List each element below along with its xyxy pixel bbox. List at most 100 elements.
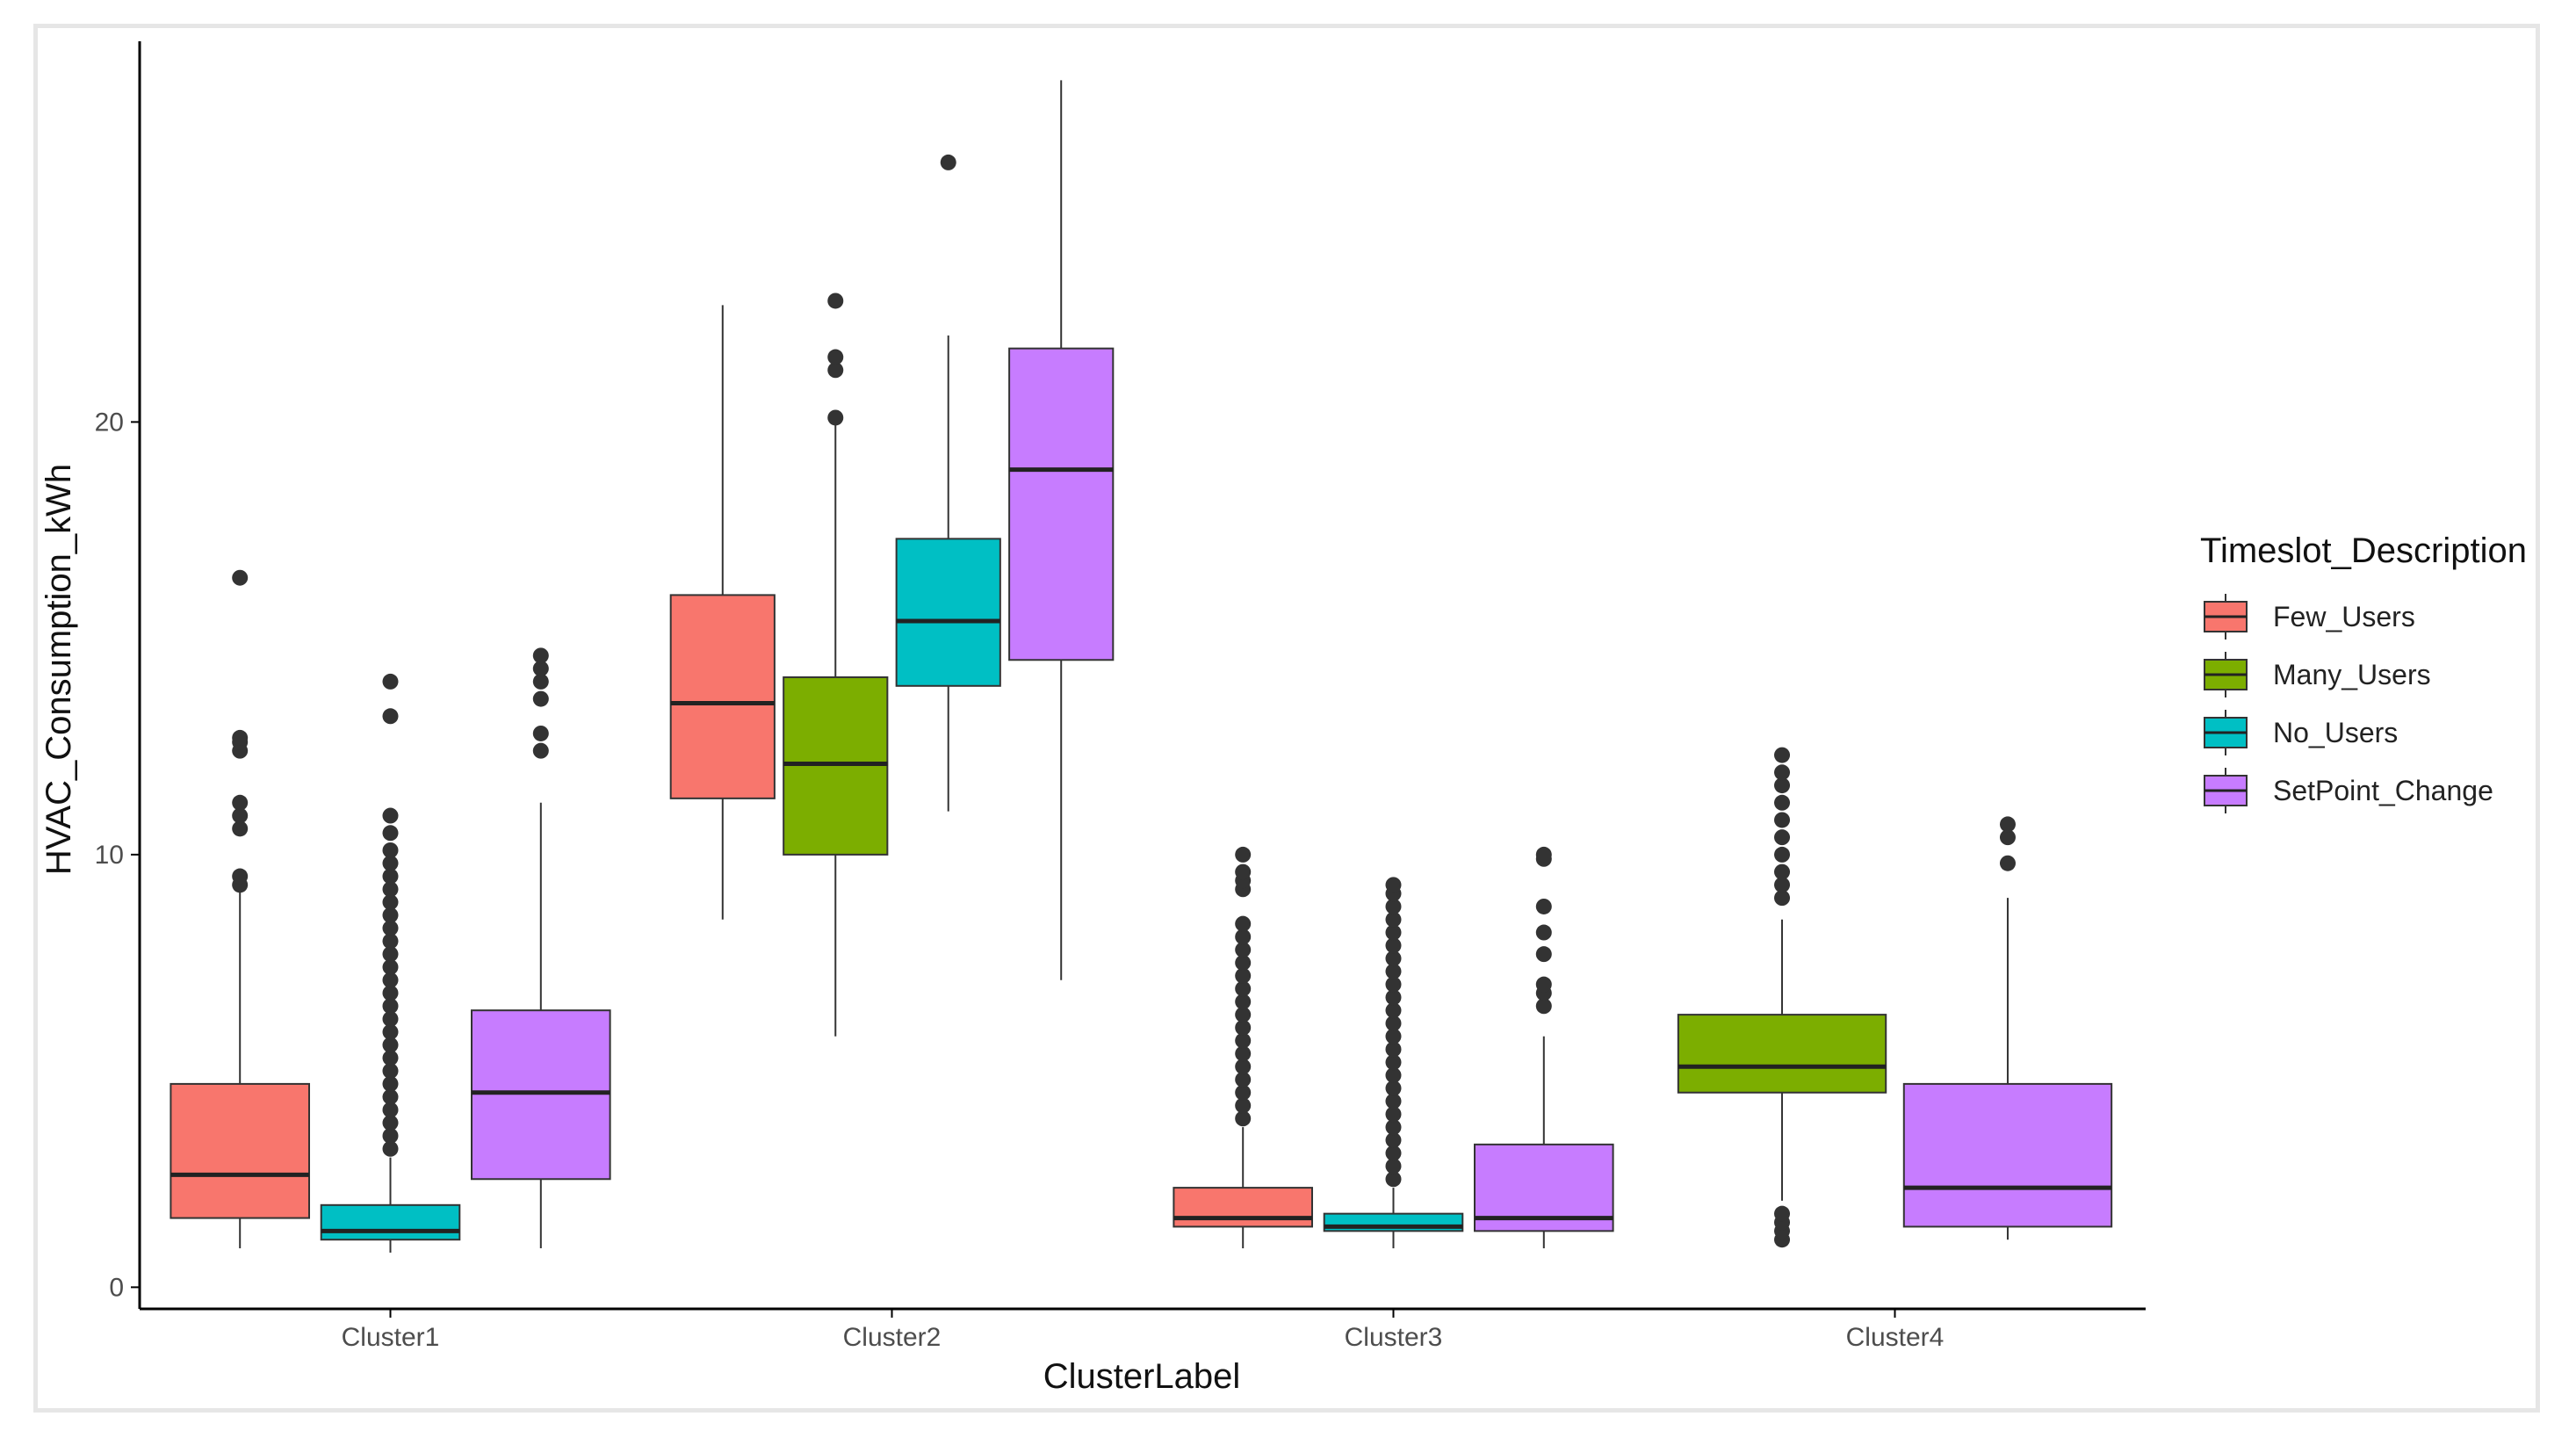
outlier-point [1385,1041,1402,1058]
legend-label: Few_Users [2273,601,2415,632]
outlier-point [1385,1171,1402,1188]
legend-label: No_Users [2273,717,2398,748]
outlier-point [1385,1131,1402,1148]
y-ticks: 0 10 20 [95,408,140,1302]
outlier-point [1235,1071,1252,1088]
outlier-point [382,1063,399,1080]
outlier-point [1385,1119,1402,1136]
outlier-point [232,868,249,885]
y-tick-label: 10 [95,841,124,870]
outlier-point [382,946,399,963]
outlier-point [1385,877,1402,893]
outlier-point [532,690,549,707]
outlier-point [382,907,399,923]
outlier-point [1774,864,1791,880]
legend-entry-few-users: Few_Users [2204,594,2415,640]
outlier-point [382,985,399,1001]
outlier-point [1235,1032,1252,1049]
outlier-point [1385,976,1402,993]
legend-entry-many-users: Many_Users [2204,652,2431,697]
outlier-point [532,673,549,690]
outlier-point [1385,1067,1402,1084]
box-body [320,1203,461,1241]
x-tick-label: Cluster4 [1846,1323,1945,1352]
outlier-point [1535,946,1552,963]
outlier-point [1774,1205,1791,1222]
box-body [1677,1014,1887,1094]
y-tick-label: 0 [109,1273,124,1302]
box-cluster3-setpoint-change [1474,846,1614,1249]
outlier-point [382,855,399,871]
outlier-point [1385,989,1402,1006]
outlier-point [1385,1145,1402,1161]
outlier-point [1235,1097,1252,1114]
outlier-point [1535,898,1552,914]
outlier-point [1235,864,1252,880]
outlier-point [382,881,399,898]
outlier-point [1235,846,1252,863]
outlier-point [1999,855,2016,871]
box-cluster3-no-users [1323,877,1464,1249]
outlier-point [1235,1045,1252,1062]
outlier-point [232,569,249,586]
outlier-point [1385,1080,1402,1096]
outlier-point [1385,1002,1402,1019]
outlier-point [1774,890,1791,907]
box-cluster3-few-users [1173,846,1313,1249]
box-cluster1-setpoint-change [471,647,611,1249]
outlier-point [1385,950,1402,967]
outlier-point [382,1011,399,1028]
outlier-point [382,842,399,858]
outlier-point [232,807,249,824]
axes-layer: 0 10 20 Cluster1 Cluster2 Cluster3 Cluster4 C… [40,41,2146,1396]
legend-label: Many_Users [2273,659,2431,690]
outlier-point [827,362,844,379]
box-cluster2-no-users [895,154,1001,812]
box-body [1173,1187,1313,1228]
legend-title: Timeslot_Description [2200,531,2527,570]
outlier-point [532,725,549,741]
outlier-point [382,807,399,824]
outlier-point [1235,929,1252,945]
x-axis-title: ClusterLabel [1043,1357,1241,1396]
outlier-point [1235,955,1252,972]
outlier-point [1385,937,1402,954]
outlier-point [1535,998,1552,1015]
outlier-point [232,794,249,811]
outlier-point [382,673,399,690]
y-axis-title: HVAC_Consumption_kWh [40,464,78,875]
x-tick-label: Cluster3 [1345,1323,1443,1352]
outlier-point [382,825,399,842]
outlier-point [1385,1093,1402,1109]
x-tick-label: Cluster1 [342,1323,440,1352]
outlier-point [1235,942,1252,958]
outlier-point [1385,924,1402,941]
y-tick-label: 20 [95,408,124,437]
box-cluster4-many-users [1677,747,1887,1248]
outlier-point [1385,1106,1402,1123]
outlier-point [1535,846,1552,863]
x-tick-label: Cluster2 [843,1323,942,1352]
outlier-point [1774,747,1791,763]
box-body [669,594,776,799]
box-body [1008,347,1115,661]
outlier-point [1385,1015,1402,1031]
box-body [1902,1082,2113,1228]
outlier-point [1535,976,1552,993]
outlier-point [382,1088,399,1105]
outlier-point [1774,777,1791,794]
outlier-point [382,1075,399,1092]
outlier-point [940,154,956,170]
outlier-point [532,647,549,664]
outlier-point [1774,846,1791,863]
outlier-point [532,661,549,677]
outlier-point [232,729,249,746]
outlier-point [1999,829,2016,846]
box-cluster1-few-users [170,569,310,1249]
outlier-point [382,920,399,936]
outlier-point [1385,1028,1402,1044]
outlier-point [1235,967,1252,984]
legend: Timeslot_Description Few_Users Many_Users… [2200,531,2527,813]
outlier-point [532,742,549,759]
outlier-point [1385,1054,1402,1071]
